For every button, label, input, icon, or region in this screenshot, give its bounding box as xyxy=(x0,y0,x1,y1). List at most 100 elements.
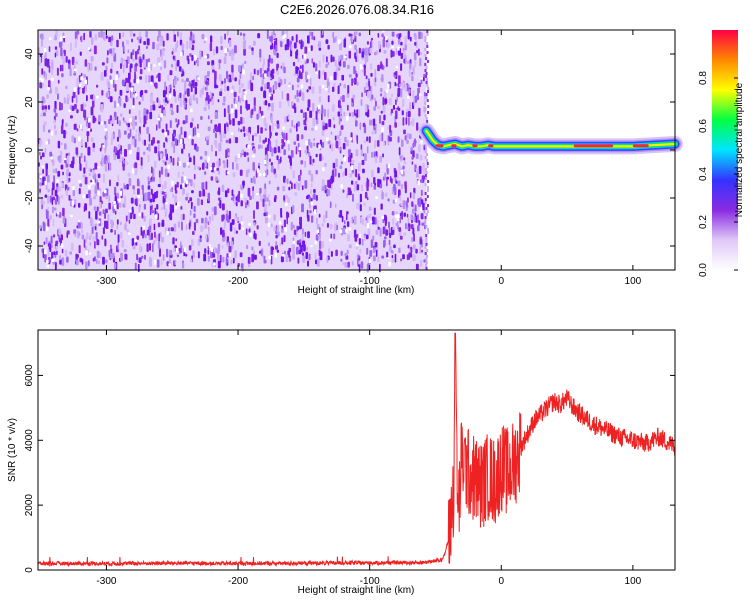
noise-speck xyxy=(141,212,144,219)
noise-speck xyxy=(276,52,279,58)
noise-speck xyxy=(251,108,254,115)
noise-speck xyxy=(98,114,101,122)
noise-gap xyxy=(119,190,123,196)
noise-speck xyxy=(375,249,378,257)
snr-x-axis-label: Height of straight line (km) xyxy=(298,585,415,596)
noise-speck xyxy=(163,98,166,103)
noise-speck xyxy=(99,105,102,111)
noise-speck xyxy=(400,184,404,190)
noise-speck xyxy=(373,185,377,190)
noise-speck xyxy=(379,227,382,237)
noise-speck xyxy=(384,214,387,221)
noise-speck xyxy=(219,91,223,96)
noise-speck xyxy=(204,248,207,254)
noise-speck xyxy=(187,178,191,184)
noise-edge xyxy=(426,78,428,81)
noise-speck xyxy=(90,128,92,132)
noise-speck xyxy=(231,103,233,110)
noise-speck xyxy=(133,188,136,194)
noise-speck xyxy=(146,126,150,135)
noise-speck xyxy=(226,30,229,36)
noise-speck xyxy=(386,40,389,49)
noise-speck xyxy=(212,69,215,73)
noise-speck xyxy=(120,113,123,117)
noise-speck xyxy=(39,188,41,193)
noise-speck xyxy=(189,209,192,216)
noise-speck xyxy=(410,246,413,254)
noise-speck xyxy=(293,229,297,235)
noise-speck xyxy=(136,147,140,153)
noise-gap xyxy=(90,182,93,185)
noise-speck xyxy=(294,106,297,114)
colorbar: 0.00.20.40.60.8 Normalized spectral ampl… xyxy=(698,30,745,277)
noise-speck xyxy=(342,61,346,68)
noise-speck xyxy=(319,251,323,261)
noise-gap xyxy=(349,137,353,141)
noise-speck xyxy=(210,35,213,43)
noise-speck xyxy=(154,146,158,154)
noise-speck xyxy=(104,148,106,154)
noise-speck xyxy=(100,30,103,38)
noise-speck xyxy=(296,123,298,132)
noise-speck xyxy=(420,189,423,196)
noise-speck xyxy=(61,182,64,188)
noise-speck xyxy=(335,140,339,149)
noise-speck xyxy=(386,179,388,187)
noise-speck xyxy=(84,176,88,185)
noise-speck xyxy=(310,142,313,148)
noise-speck xyxy=(370,85,373,94)
noise-speck xyxy=(132,245,136,250)
noise-speck xyxy=(280,156,282,163)
noise-speck xyxy=(325,63,328,68)
noise-speck xyxy=(335,249,338,257)
noise-speck xyxy=(174,184,177,192)
noise-speck xyxy=(159,40,163,46)
noise-speck xyxy=(311,215,314,223)
noise-speck xyxy=(297,121,300,127)
spectrogram-x-tick-label: 0 xyxy=(498,276,504,287)
noise-speck xyxy=(48,104,50,110)
noise-speck xyxy=(346,140,349,147)
noise-speck xyxy=(240,116,243,125)
noise-speck xyxy=(397,162,401,170)
noise-speck xyxy=(134,71,136,80)
noise-speck xyxy=(48,65,51,73)
noise-speck xyxy=(332,162,336,169)
noise-speck xyxy=(297,226,300,230)
spectrogram-y-tick-label: -40 xyxy=(24,238,35,253)
noise-speck xyxy=(223,108,226,118)
noise-gap xyxy=(180,51,183,57)
noise-speck xyxy=(409,192,412,199)
noise-edge xyxy=(426,165,429,168)
noise-speck xyxy=(401,211,403,220)
noise-speck xyxy=(98,211,102,216)
noise-edge xyxy=(425,93,428,96)
noise-speck xyxy=(419,154,423,161)
noise-speck xyxy=(182,263,185,269)
noise-speck xyxy=(102,256,105,265)
noise-speck xyxy=(160,190,162,194)
noise-speck xyxy=(392,218,395,226)
noise-speck xyxy=(397,136,400,143)
noise-speck xyxy=(363,202,366,207)
noise-speck xyxy=(52,218,55,227)
noise-speck xyxy=(253,222,256,227)
noise-speck xyxy=(162,90,166,98)
noise-speck xyxy=(286,178,289,185)
noise-speck xyxy=(54,129,57,136)
noise-gap xyxy=(50,156,54,160)
noise-speck xyxy=(135,63,138,67)
noise-speck xyxy=(90,106,94,116)
noise-speck xyxy=(291,84,294,91)
noise-speck xyxy=(359,122,362,130)
noise-gap xyxy=(351,165,354,171)
noise-speck xyxy=(358,237,361,245)
noise-speck xyxy=(161,129,165,133)
noise-speck xyxy=(122,163,125,171)
noise-speck xyxy=(346,193,348,199)
noise-speck xyxy=(353,183,357,192)
noise-edge xyxy=(424,246,427,249)
noise-speck xyxy=(165,123,168,130)
noise-speck xyxy=(316,217,318,225)
noise-gap xyxy=(70,214,73,217)
